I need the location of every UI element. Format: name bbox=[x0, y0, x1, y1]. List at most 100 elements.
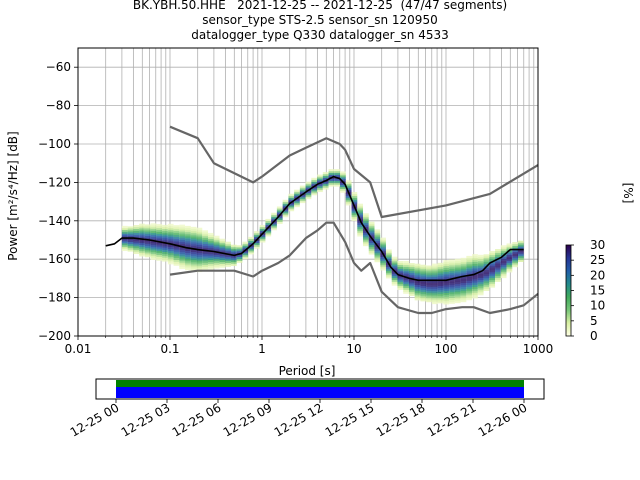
psd-density-cell bbox=[202, 239, 209, 243]
psd-density-cell bbox=[368, 240, 375, 244]
psd-density-cell bbox=[202, 251, 209, 254]
psd-density-cell bbox=[472, 261, 478, 264]
psd-density-cell bbox=[208, 254, 214, 257]
psd-density-cell bbox=[408, 284, 415, 287]
psd-density-cell bbox=[500, 275, 507, 279]
psd-density-cell bbox=[420, 274, 427, 277]
psd-density-cell bbox=[334, 184, 341, 187]
psd-density-cell bbox=[408, 276, 415, 279]
psd-density-cell bbox=[156, 227, 163, 231]
psd-density-cell bbox=[139, 244, 145, 247]
psd-density-cell bbox=[363, 232, 369, 235]
psd-density-cell bbox=[162, 230, 168, 233]
psd-density-cell bbox=[495, 262, 501, 265]
psd-density-cell bbox=[357, 203, 364, 206]
psd-density-cell bbox=[374, 256, 381, 259]
psd-density-cell bbox=[414, 275, 421, 278]
psd-density-cell bbox=[345, 184, 352, 187]
psd-density-cell bbox=[213, 247, 220, 250]
psd-density-cell bbox=[489, 279, 496, 282]
psd-density-cell bbox=[236, 260, 243, 263]
psd-density-cell bbox=[431, 269, 438, 272]
psd-density-cell bbox=[156, 245, 163, 248]
psd-density-cell bbox=[173, 232, 180, 236]
timeline-tick-label: 12-25 18 bbox=[374, 400, 428, 439]
psd-density-cell bbox=[374, 240, 381, 244]
psd-density-cell bbox=[437, 285, 444, 288]
psd-density-cell bbox=[202, 238, 209, 241]
psd-density-cell bbox=[317, 189, 323, 193]
psd-density-cell bbox=[156, 243, 163, 246]
psd-density-cell bbox=[179, 259, 186, 262]
psd-density-cell bbox=[202, 247, 209, 250]
psd-density-cell bbox=[196, 250, 203, 253]
psd-density-cell bbox=[294, 191, 300, 194]
psd-density-cell bbox=[397, 266, 404, 269]
psd-density-cell bbox=[288, 207, 295, 210]
psd-density-cell bbox=[265, 222, 272, 225]
psd-density-cell bbox=[144, 230, 151, 233]
psd-density-cell bbox=[449, 267, 455, 270]
psd-density-cell bbox=[213, 249, 220, 252]
psd-density-cell bbox=[472, 257, 478, 261]
psd-density-cell bbox=[454, 258, 461, 261]
psd-density-cell bbox=[466, 261, 473, 264]
psd-density-cell bbox=[403, 274, 409, 277]
psd-density-cell bbox=[466, 271, 473, 274]
psd-density-cell bbox=[363, 238, 369, 241]
psd-density-cell bbox=[460, 296, 467, 299]
psd-density-cell bbox=[466, 288, 473, 291]
psd-density-cell bbox=[133, 246, 140, 249]
psd-density-cell bbox=[190, 228, 197, 231]
psd-density-cell bbox=[397, 272, 404, 275]
psd-density-cell bbox=[518, 254, 524, 257]
psd-density-cell bbox=[472, 271, 478, 274]
x-tick-label: 0.01 bbox=[65, 342, 92, 356]
psd-density-cell bbox=[477, 268, 484, 271]
psd-density-cell bbox=[340, 182, 346, 186]
psd-density-cell bbox=[380, 258, 386, 261]
psd-density-cell bbox=[230, 261, 237, 265]
psd-density-cell bbox=[454, 299, 461, 302]
psd-density-cell bbox=[472, 275, 478, 278]
psd-density-cell bbox=[190, 265, 197, 268]
psd-density-cell bbox=[150, 255, 157, 259]
psd-density-cell bbox=[357, 232, 364, 235]
psd-density-cell bbox=[466, 280, 473, 283]
psd-density-cell bbox=[403, 270, 409, 273]
psd-density-cell bbox=[253, 233, 260, 236]
psd-density-cell bbox=[380, 251, 386, 254]
psd-density-cell bbox=[449, 274, 455, 277]
psd-density-cell bbox=[150, 227, 157, 230]
psd-density-cell bbox=[196, 227, 203, 230]
colorbar-tick-label: 20 bbox=[590, 268, 605, 282]
psd-density-cell bbox=[230, 260, 237, 263]
psd-density-cell bbox=[133, 230, 140, 233]
psd-density-cell bbox=[460, 278, 467, 282]
psd-density-cell bbox=[173, 246, 180, 249]
psd-density-cell bbox=[219, 254, 226, 257]
psd-density-cell bbox=[454, 281, 461, 284]
psd-density-cell bbox=[208, 244, 214, 247]
psd-density-cell bbox=[397, 262, 404, 266]
psd-density-cell bbox=[156, 258, 163, 261]
psd-density-cell bbox=[208, 261, 214, 264]
psd-density-cell bbox=[167, 244, 174, 248]
psd-density-cell bbox=[340, 186, 346, 189]
psd-density-cell bbox=[185, 264, 191, 267]
psd-density-cell bbox=[311, 181, 318, 184]
psd-density-cell bbox=[213, 258, 220, 261]
psd-density-cell bbox=[253, 246, 260, 249]
psd-density-cell bbox=[173, 255, 180, 259]
psd-density-cell bbox=[426, 286, 432, 289]
psd-density-cell bbox=[472, 294, 478, 297]
psd-density-cell bbox=[477, 266, 484, 269]
psd-density-cell bbox=[397, 282, 404, 285]
psd-density-cell bbox=[167, 262, 174, 265]
psd-density-cell bbox=[322, 177, 329, 180]
timeline-segments-bar bbox=[116, 387, 524, 398]
psd-density-cell bbox=[162, 240, 168, 243]
psd-density-cell bbox=[449, 301, 455, 304]
psd-density-cell bbox=[271, 214, 277, 217]
psd-density-cell bbox=[299, 199, 306, 202]
